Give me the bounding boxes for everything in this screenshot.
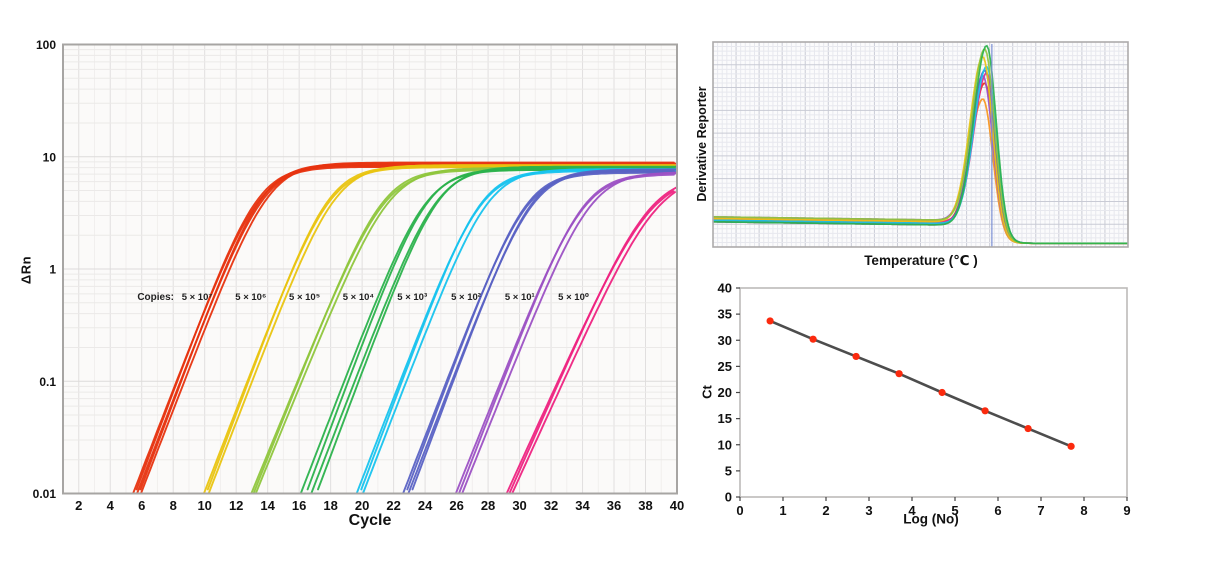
melt-series-8	[713, 44, 1128, 245]
svg-text:40: 40	[718, 281, 732, 296]
melt-curve-plot	[712, 41, 1129, 248]
svg-text:28: 28	[481, 498, 495, 513]
std-point-3	[895, 370, 903, 378]
svg-text:34: 34	[575, 498, 590, 513]
std-point-5	[981, 407, 989, 415]
svg-text:36: 36	[607, 498, 621, 513]
svg-text:5 × 10⁰: 5 × 10⁰	[558, 292, 589, 303]
svg-text:5: 5	[951, 503, 958, 518]
amp-tick-labels: 2 4 6 8 10 12 14 16 18 20 22 24 26 28 30 32 34 36 38 401001…	[33, 38, 685, 513]
svg-text:35: 35	[718, 307, 732, 322]
svg-text:1: 1	[779, 503, 786, 518]
svg-text:Copies:: Copies:	[137, 292, 174, 303]
svg-text:26: 26	[449, 498, 463, 513]
svg-text:5 × 10⁷: 5 × 10⁷	[182, 292, 213, 303]
svg-text:10: 10	[718, 437, 732, 452]
melt-y-axis-title: Derivative Reporter	[695, 86, 709, 202]
std-point-0	[766, 317, 774, 325]
svg-text:20: 20	[718, 385, 732, 400]
melt-grid	[713, 42, 1128, 247]
svg-text:10: 10	[197, 498, 211, 513]
std-ticks: 0 5 10 15 20 25 30 35 40 0 1 2 3 4 5 6 7 8 9	[718, 281, 1131, 519]
svg-text:5 × 10⁶: 5 × 10⁶	[235, 292, 266, 303]
svg-text:4: 4	[908, 503, 916, 518]
std-point-6	[1024, 424, 1032, 433]
melt-x-axis-title: Temperature (℃ )	[864, 253, 978, 268]
svg-text:100: 100	[36, 38, 56, 52]
svg-text:8: 8	[1080, 503, 1087, 518]
amp-copies-annotation: Copies: 5 × 10⁷ 5 × 10⁶ 5 × 10⁵ 5 × 10⁴ 5 × 1…	[137, 292, 589, 303]
svg-text:18: 18	[323, 498, 337, 513]
svg-text:6: 6	[138, 498, 145, 513]
svg-text:32: 32	[544, 498, 558, 513]
svg-text:20: 20	[355, 498, 369, 513]
svg-text:4: 4	[107, 498, 115, 513]
svg-text:14: 14	[260, 498, 275, 513]
svg-text:5: 5	[725, 463, 732, 478]
svg-text:5 × 10¹: 5 × 10¹	[505, 292, 535, 303]
svg-text:2: 2	[822, 503, 829, 518]
svg-text:10: 10	[43, 150, 57, 164]
svg-text:22: 22	[386, 498, 400, 513]
amp-series-5	[402, 168, 677, 494]
std-point-2	[852, 352, 860, 361]
svg-text:5 × 10⁴: 5 × 10⁴	[343, 292, 375, 303]
standard-curve-y-axis-title: Ct	[699, 385, 715, 399]
svg-text:0: 0	[725, 490, 732, 505]
svg-text:0: 0	[736, 503, 743, 518]
svg-text:25: 25	[718, 359, 732, 374]
std-points	[766, 317, 1075, 450]
std-point-7	[1067, 442, 1075, 450]
svg-text:0.1: 0.1	[39, 375, 56, 389]
svg-text:30: 30	[718, 333, 732, 348]
svg-text:16: 16	[292, 498, 306, 513]
svg-text:30: 30	[512, 498, 526, 513]
amplification-plot: Copies: 5 × 10⁷ 5 × 10⁶ 5 × 10⁵ 5 × 10⁴ 5 × 1…	[33, 38, 685, 513]
svg-text:2: 2	[75, 498, 82, 513]
svg-text:5 × 10⁵: 5 × 10⁵	[289, 292, 320, 303]
svg-text:0.01: 0.01	[33, 487, 57, 501]
svg-text:5 × 10²: 5 × 10²	[451, 292, 481, 303]
svg-text:15: 15	[718, 411, 732, 426]
amp-series-7	[505, 186, 677, 494]
svg-text:8: 8	[170, 498, 177, 513]
amplification-y-axis-title: ΔRn	[18, 255, 34, 285]
svg-text:9: 9	[1123, 503, 1130, 518]
svg-text:24: 24	[418, 498, 433, 513]
svg-text:7: 7	[1037, 503, 1044, 518]
standard-curve-x-axis-title: Log (No)	[903, 511, 959, 527]
standard-curve-plot: 0 5 10 15 20 25 30 35 40 0 1 2 3 4 5 6 7 8 9	[718, 281, 1131, 519]
standard-curve-chart-panel: 0 5 10 15 20 25 30 35 40 0 1 2 3 4 5 6 7 8 9 Log (No) Ct	[700, 270, 1208, 580]
amplification-chart-panel: Copies: 5 × 10⁷ 5 × 10⁶ 5 × 10⁵ 5 × 10⁴ 5 × 1…	[18, 38, 685, 529]
svg-text:40: 40	[670, 498, 684, 513]
svg-text:5 × 10³: 5 × 10³	[397, 292, 427, 303]
amp-series-6	[454, 171, 677, 494]
melt-curves	[713, 44, 1128, 245]
std-point-4	[938, 388, 946, 397]
svg-text:12: 12	[229, 498, 243, 513]
svg-text:38: 38	[638, 498, 652, 513]
std-point-1	[809, 335, 817, 343]
amplification-x-axis-title: Cycle	[348, 512, 392, 529]
svg-text:1: 1	[49, 263, 56, 277]
svg-text:6: 6	[994, 503, 1001, 518]
melt-curve-chart-panel: Temperature (℃ ) Derivative Reporter	[695, 0, 1208, 270]
svg-text:3: 3	[865, 503, 872, 518]
amp-curves	[132, 161, 677, 494]
std-regression-line	[768, 319, 1073, 448]
